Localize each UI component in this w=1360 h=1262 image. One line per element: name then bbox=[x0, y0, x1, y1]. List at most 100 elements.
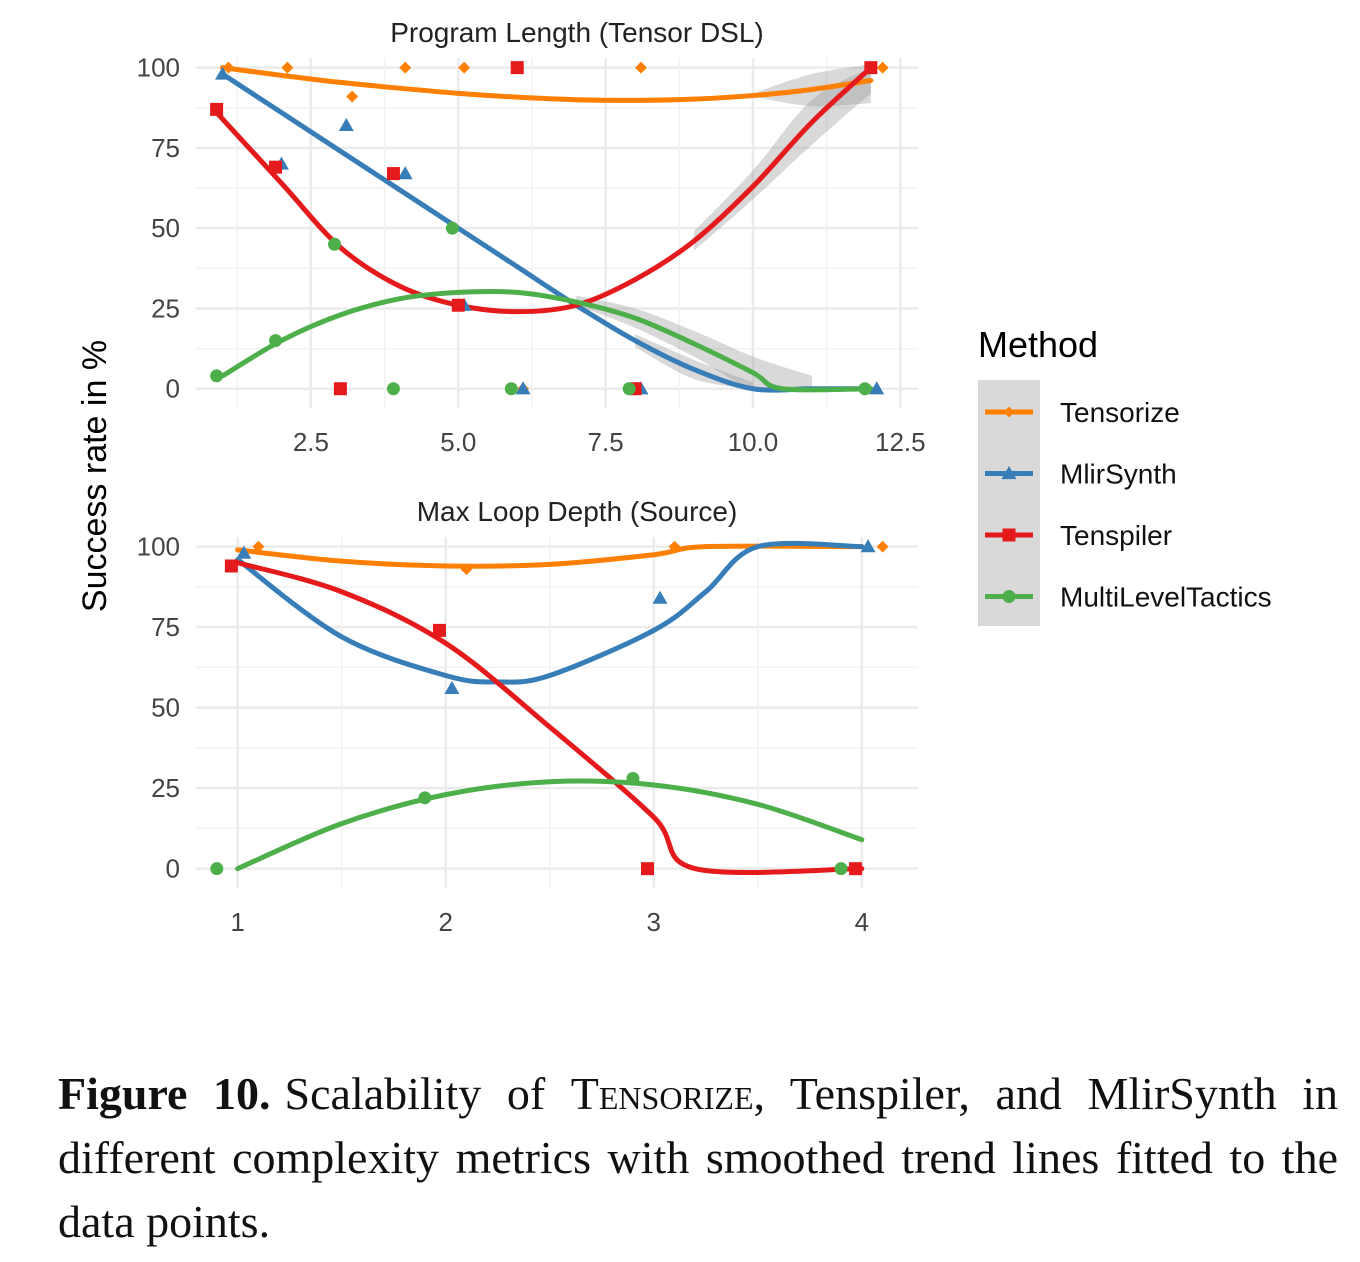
data-point-multileveltactics bbox=[834, 862, 848, 876]
trend-line-tensorize bbox=[220, 65, 874, 103]
data-point-tensorize bbox=[281, 61, 294, 74]
data-point-tenspiler bbox=[864, 61, 878, 75]
data-point-mlirsynth bbox=[397, 166, 413, 180]
data-point-tenspiler bbox=[269, 160, 283, 174]
data-point-tensorize bbox=[458, 61, 471, 74]
panel-title: Max Loop Depth (Source) bbox=[417, 496, 738, 527]
confidence-band-tenspiler bbox=[694, 67, 871, 251]
legend: Method Tensorize MlirSynth Tenspiler MultiL… bbox=[978, 324, 1272, 626]
data-point-tenspiler bbox=[451, 298, 465, 312]
data-point-tensorize bbox=[876, 61, 889, 74]
y-tick-label: 50 bbox=[151, 213, 180, 243]
x-tick-label: 2.5 bbox=[293, 427, 329, 457]
data-point-mlirsynth bbox=[652, 590, 668, 604]
legend-item-tensorize: Tensorize bbox=[985, 397, 1180, 428]
y-tick-label: 25 bbox=[151, 293, 180, 323]
trend-line-multileveltactics bbox=[220, 288, 874, 393]
y-axis-label: Success rate in % bbox=[76, 340, 114, 612]
data-point-tenspiler bbox=[210, 102, 224, 116]
data-point-mlirsynth bbox=[236, 545, 252, 559]
legend-item-tenspiler: Tenspiler bbox=[985, 520, 1172, 551]
data-point-multileveltactics bbox=[328, 237, 342, 251]
x-tick-label: 3 bbox=[647, 907, 661, 937]
figure-svg: Program Length (Tensor DSL) 0 25 50 75 100 2.5… bbox=[76, 17, 1272, 937]
legend-marker-multileveltactics bbox=[1002, 590, 1016, 603]
data-point-multileveltactics bbox=[269, 334, 283, 348]
legend-label-mlirsynth: MlirSynth bbox=[1060, 459, 1177, 490]
y-tick-label: 75 bbox=[151, 612, 180, 642]
data-point-multileveltactics bbox=[445, 221, 459, 235]
x-tick-label: 10.0 bbox=[728, 427, 779, 457]
legend-key-background bbox=[978, 380, 1040, 626]
grid bbox=[196, 58, 918, 408]
data-point-tenspiler bbox=[849, 862, 863, 876]
caption-tensorize: Tensorize bbox=[570, 1068, 754, 1119]
x-tick-label: 1 bbox=[230, 907, 244, 937]
legend-label-tenspiler: Tenspiler bbox=[1060, 520, 1172, 551]
trend-line-tenspiler bbox=[214, 65, 874, 315]
data-point-mlirsynth bbox=[515, 381, 531, 395]
data-point-tenspiler bbox=[641, 862, 655, 876]
legend-item-mlirsynth: MlirSynth bbox=[985, 459, 1177, 490]
data-point-tensorize bbox=[222, 61, 235, 74]
legend-marker-tenspiler bbox=[1002, 528, 1016, 542]
panel-program-length: Program Length (Tensor DSL) 0 25 50 75 100 2.5… bbox=[137, 17, 926, 457]
grid bbox=[196, 537, 918, 888]
data-point-tensorize bbox=[635, 61, 647, 74]
legend-label-multileveltactics: MultiLevelTactics bbox=[1060, 582, 1272, 613]
x-tick-label: 7.5 bbox=[588, 427, 624, 457]
data-point-tenspiler bbox=[432, 623, 446, 637]
data-point-multileveltactics bbox=[386, 382, 400, 396]
data-point-tensorize bbox=[668, 540, 681, 553]
data-point-tensorize bbox=[346, 90, 359, 103]
data-point-mlirsynth bbox=[338, 117, 354, 132]
y-tick-label: 0 bbox=[166, 374, 180, 404]
x-tick-label: 4 bbox=[855, 907, 869, 937]
y-tick-label: 25 bbox=[151, 773, 180, 803]
data-point-mlirsynth bbox=[444, 680, 460, 694]
legend-label-tensorize: Tensorize bbox=[1060, 397, 1180, 428]
y-tick-label: 100 bbox=[137, 53, 180, 83]
data-point-tenspiler bbox=[333, 382, 347, 396]
caption-text-after: , Tenspiler, and MlirSynth in different … bbox=[58, 1068, 1339, 1247]
data-point-mlirsynth bbox=[860, 539, 876, 553]
trend-line-mlirsynth bbox=[220, 71, 874, 393]
figure-caption: Figure 10. Scalability of Tensorize, Tens… bbox=[58, 1062, 1338, 1254]
data-point-tenspiler bbox=[386, 167, 400, 181]
trend-line-mlirsynth bbox=[235, 540, 865, 685]
legend-marker-mlirsynth bbox=[1001, 466, 1017, 480]
data-point-mlirsynth bbox=[215, 66, 230, 80]
data-point-tenspiler bbox=[224, 559, 238, 573]
data-point-tensorize bbox=[876, 540, 889, 553]
data-point-multileveltactics bbox=[504, 382, 518, 396]
legend-marker-tensorize bbox=[1003, 406, 1015, 418]
trend-line-tenspiler bbox=[235, 560, 865, 875]
panel-title: Program Length (Tensor DSL) bbox=[390, 17, 764, 48]
data-point-multileveltactics bbox=[210, 369, 224, 383]
x-tick-label: 5.0 bbox=[440, 427, 476, 457]
y-tick-label: 100 bbox=[137, 532, 180, 562]
y-tick-label: 0 bbox=[166, 854, 180, 884]
data-point-tensorize bbox=[252, 540, 265, 553]
data-point-multileveltactics bbox=[858, 382, 872, 396]
caption-text-before: Scalability of bbox=[284, 1068, 571, 1119]
data-point-multileveltactics bbox=[210, 862, 224, 876]
x-tick-label: 12.5 bbox=[875, 427, 926, 457]
data-point-mlirsynth bbox=[869, 381, 885, 395]
panel-max-loop-depth: Max Loop Depth (Source) 0 25 50 75 100 1 2 3 4 bbox=[137, 496, 918, 937]
data-point-multileveltactics bbox=[626, 772, 640, 786]
trend-line-multileveltactics bbox=[235, 778, 865, 872]
x-tick-label: 2 bbox=[438, 907, 452, 937]
legend-item-multileveltactics: MultiLevelTactics bbox=[985, 582, 1272, 613]
data-point-multileveltactics bbox=[622, 382, 636, 396]
data-point-tensorize bbox=[399, 61, 412, 74]
confidence-band-mlirsynth bbox=[635, 334, 753, 389]
data-point-tenspiler bbox=[510, 61, 524, 75]
data-point-multileveltactics bbox=[418, 791, 432, 805]
caption-label: Figure 10. bbox=[58, 1068, 271, 1119]
trend-line-tensorize bbox=[235, 543, 865, 569]
data-point-tensorize bbox=[460, 563, 473, 576]
y-tick-label: 75 bbox=[151, 133, 180, 163]
y-tick-label: 50 bbox=[151, 693, 180, 723]
legend-title: Method bbox=[978, 324, 1098, 365]
